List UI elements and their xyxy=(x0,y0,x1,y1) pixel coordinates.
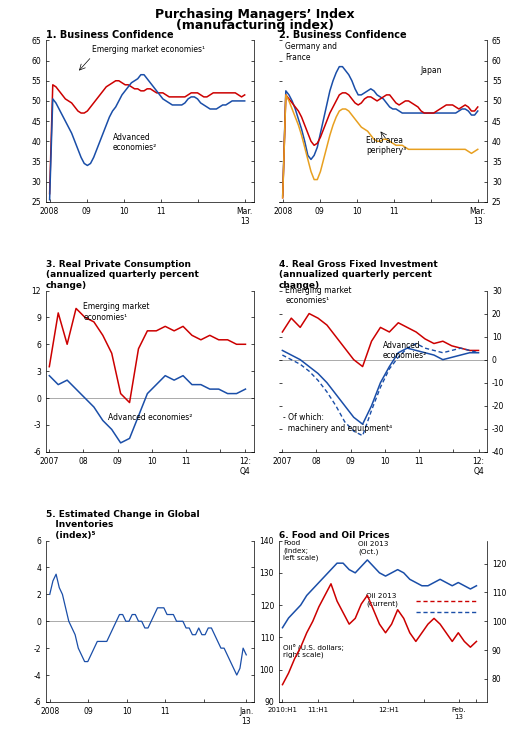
Text: Food
(index;
left scale): Food (index; left scale) xyxy=(282,540,318,562)
Text: Japan: Japan xyxy=(419,65,441,75)
Text: 5. Estimated Change in Global
   Inventories
   (index)⁵: 5. Estimated Change in Global Inventorie… xyxy=(46,510,199,539)
Text: 3. Real Private Consumption
(annualized quarterly percent
change): 3. Real Private Consumption (annualized … xyxy=(46,260,199,290)
Text: Purchasing Managers’ Index: Purchasing Managers’ Index xyxy=(155,8,354,21)
Text: Euro area
periphery³: Euro area periphery³ xyxy=(365,136,406,155)
Text: Oil⁶ (U.S. dollars;
right scale): Oil⁶ (U.S. dollars; right scale) xyxy=(282,643,344,659)
Text: 4. Real Gross Fixed Investment
(annualized quarterly percent
change): 4. Real Gross Fixed Investment (annualiz… xyxy=(278,260,437,290)
Text: Emerging market
economies¹: Emerging market economies¹ xyxy=(83,302,150,321)
Text: - Of which:
  machinery and equipment⁴: - Of which: machinery and equipment⁴ xyxy=(282,414,391,433)
Text: Oil 2013
(Oct.): Oil 2013 (Oct.) xyxy=(357,542,388,555)
Text: Emerging market economies¹: Emerging market economies¹ xyxy=(92,45,204,54)
Text: 6. Food and Oil Prices: 6. Food and Oil Prices xyxy=(278,531,389,539)
Text: (manufacturing index): (manufacturing index) xyxy=(176,19,333,32)
Text: Advanced
economies²: Advanced economies² xyxy=(382,341,427,360)
Text: Germany and
France: Germany and France xyxy=(285,43,336,62)
Text: Emerging market
economies¹: Emerging market economies¹ xyxy=(285,286,351,306)
Text: Oil 2013
(current): Oil 2013 (current) xyxy=(365,593,398,606)
Text: Advanced
economies²: Advanced economies² xyxy=(112,133,156,152)
Text: 2. Business Confidence: 2. Business Confidence xyxy=(278,29,406,40)
Text: Advanced economies²: Advanced economies² xyxy=(108,412,192,422)
Text: 1. Business Confidence: 1. Business Confidence xyxy=(46,29,173,40)
